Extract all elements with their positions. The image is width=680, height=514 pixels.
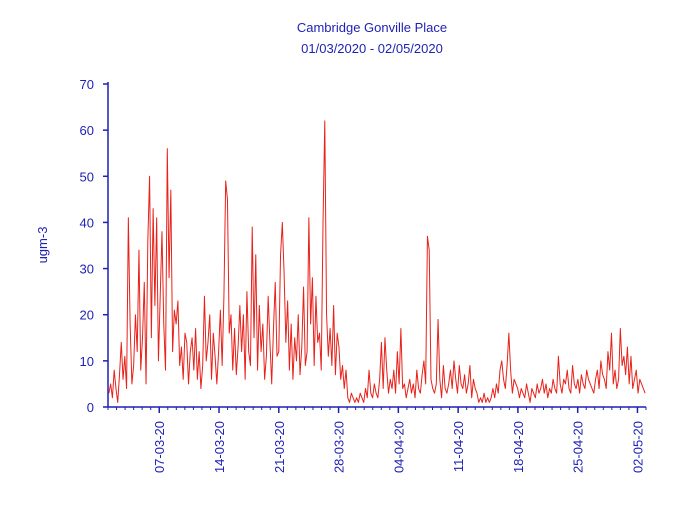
- y-axis: 0 10 20 30 40 50 60 70: [80, 77, 109, 415]
- y-tick-label: 70: [80, 77, 94, 92]
- x-tick-label: 18-04-20: [511, 421, 526, 473]
- x-tick-label: 04-04-20: [391, 421, 406, 473]
- x-tick-label: 02-05-20: [631, 421, 646, 473]
- y-tick-label: 50: [80, 169, 94, 184]
- chart-subtitle: 01/03/2020 - 02/05/2020: [301, 41, 443, 56]
- x-tick-label: 25-04-20: [571, 421, 586, 473]
- y-tick-label: 10: [80, 354, 94, 369]
- y-tick-label: 60: [80, 123, 94, 138]
- y-tick-label: 0: [87, 400, 94, 415]
- x-tick-label: 07-03-20: [152, 421, 167, 473]
- chart-title: Cambridge Gonville Place: [297, 20, 447, 35]
- y-tick-label: 30: [80, 262, 94, 277]
- series-line-group: [108, 120, 646, 403]
- y-tick-label: 40: [80, 215, 94, 230]
- x-tick-label: 21-03-20: [272, 421, 287, 473]
- x-tick-label: 14-03-20: [212, 421, 227, 473]
- y-tick-label: 20: [80, 308, 94, 323]
- series-line: [108, 120, 646, 403]
- x-tick-label: 11-04-20: [451, 421, 466, 472]
- y-axis-label: ugm-3: [35, 227, 50, 264]
- x-axis: 07-03-20 14-03-20 21-03-20 28-03-20 04-04-20…: [107, 406, 647, 473]
- x-tick-label: 28-03-20: [332, 421, 347, 473]
